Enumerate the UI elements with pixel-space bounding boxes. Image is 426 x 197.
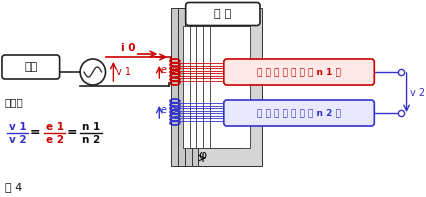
Text: v 1: v 1 [116,67,131,76]
Polygon shape [178,8,241,166]
Text: e 1: e 1 [46,122,63,132]
Polygon shape [182,26,222,148]
Text: e 1: e 1 [161,65,176,75]
Polygon shape [171,8,234,166]
Text: 変圧比: 変圧比 [5,97,23,107]
Text: φ: φ [198,150,207,163]
Polygon shape [210,26,250,148]
Polygon shape [184,8,248,166]
Text: 電源: 電源 [24,62,37,72]
Polygon shape [196,26,236,148]
Polygon shape [198,8,261,166]
Text: v 2: v 2 [9,135,26,145]
Polygon shape [191,8,254,166]
Text: i 0: i 0 [121,43,135,53]
Text: 図 4: 図 4 [5,182,22,192]
Text: 一 次 巻 線 （ 巻 数 n 1 ）: 一 次 巻 線 （ 巻 数 n 1 ） [256,68,340,76]
Text: e 2: e 2 [161,105,176,115]
Text: v 1: v 1 [9,122,26,132]
Polygon shape [203,26,243,148]
FancyBboxPatch shape [185,3,259,25]
FancyBboxPatch shape [223,100,374,126]
Text: 鉄 芯: 鉄 芯 [214,9,231,19]
FancyBboxPatch shape [2,55,60,79]
Text: e 2: e 2 [46,135,63,145]
FancyBboxPatch shape [223,59,374,85]
Text: =: = [67,126,78,139]
Text: 二 次 巻 線 （ 巻 数 n 2 ）: 二 次 巻 線 （ 巻 数 n 2 ） [256,109,340,117]
Text: n 1: n 1 [81,122,100,132]
Text: =: = [30,126,40,139]
Text: v 2: v 2 [409,87,425,98]
Text: n 2: n 2 [81,135,100,145]
Polygon shape [189,26,229,148]
